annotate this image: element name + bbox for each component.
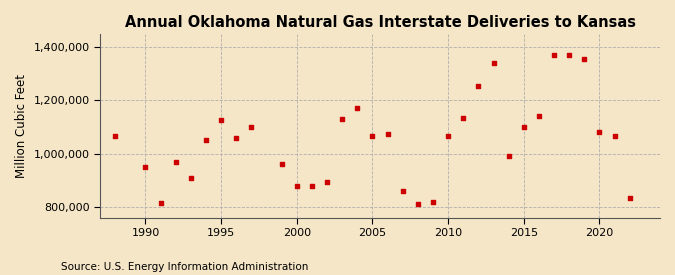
Point (412, 202, 423, 207)
Point (594, 130, 605, 135)
Point (367, 134, 378, 139)
Point (186, 175, 196, 180)
Point (473, 84, 484, 88)
Point (610, 134, 620, 139)
Point (443, 134, 454, 139)
Point (322, 180, 333, 184)
Point (246, 125, 256, 129)
Point (427, 199, 438, 204)
Point (110, 134, 121, 139)
Point (231, 136, 242, 140)
Point (398, 189, 408, 193)
Point (518, 125, 529, 129)
Point (549, 53, 560, 57)
Point (382, 131, 393, 136)
Point (276, 162, 287, 167)
Point (458, 116, 468, 120)
Point (200, 138, 211, 143)
Point (216, 118, 227, 123)
Point (564, 53, 574, 57)
Point (504, 153, 514, 158)
Title: Annual Oklahoma Natural Gas Interstate Deliveries to Kansas: Annual Oklahoma Natural Gas Interstate D… (125, 15, 636, 30)
Point (170, 160, 181, 164)
Point (488, 61, 499, 65)
Point (292, 183, 302, 188)
Point (533, 114, 544, 119)
Point (337, 117, 348, 121)
Point (352, 106, 362, 111)
Point (306, 183, 317, 188)
Point (140, 165, 151, 169)
Point (579, 57, 590, 61)
Point (624, 196, 635, 200)
Point (155, 201, 166, 205)
Y-axis label: Million Cubic Feet: Million Cubic Feet (15, 74, 28, 178)
Text: Source: U.S. Energy Information Administration: Source: U.S. Energy Information Administ… (61, 262, 308, 272)
